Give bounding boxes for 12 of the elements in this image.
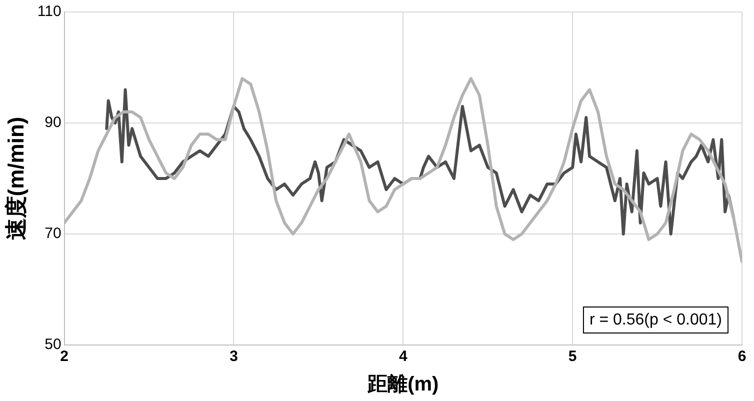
x-axis-title: 距離(m) xyxy=(366,374,439,396)
x-tick-label: 2 xyxy=(60,348,68,366)
x-tick-label: 6 xyxy=(738,348,746,366)
y-tick-label: 110 xyxy=(37,3,62,20)
x-tick-label: 5 xyxy=(568,348,577,366)
x-tick-label: 3 xyxy=(230,348,238,366)
x-tick-label: 4 xyxy=(398,348,408,366)
y-axis-title: 速度(m/min) xyxy=(3,116,28,240)
annotation: r = 0.56(p < 0.001) xyxy=(589,311,722,328)
y-tick-label: 50 xyxy=(44,336,62,354)
y-tick-label: 70 xyxy=(44,225,62,242)
y-tick-label: 90 xyxy=(44,114,62,132)
